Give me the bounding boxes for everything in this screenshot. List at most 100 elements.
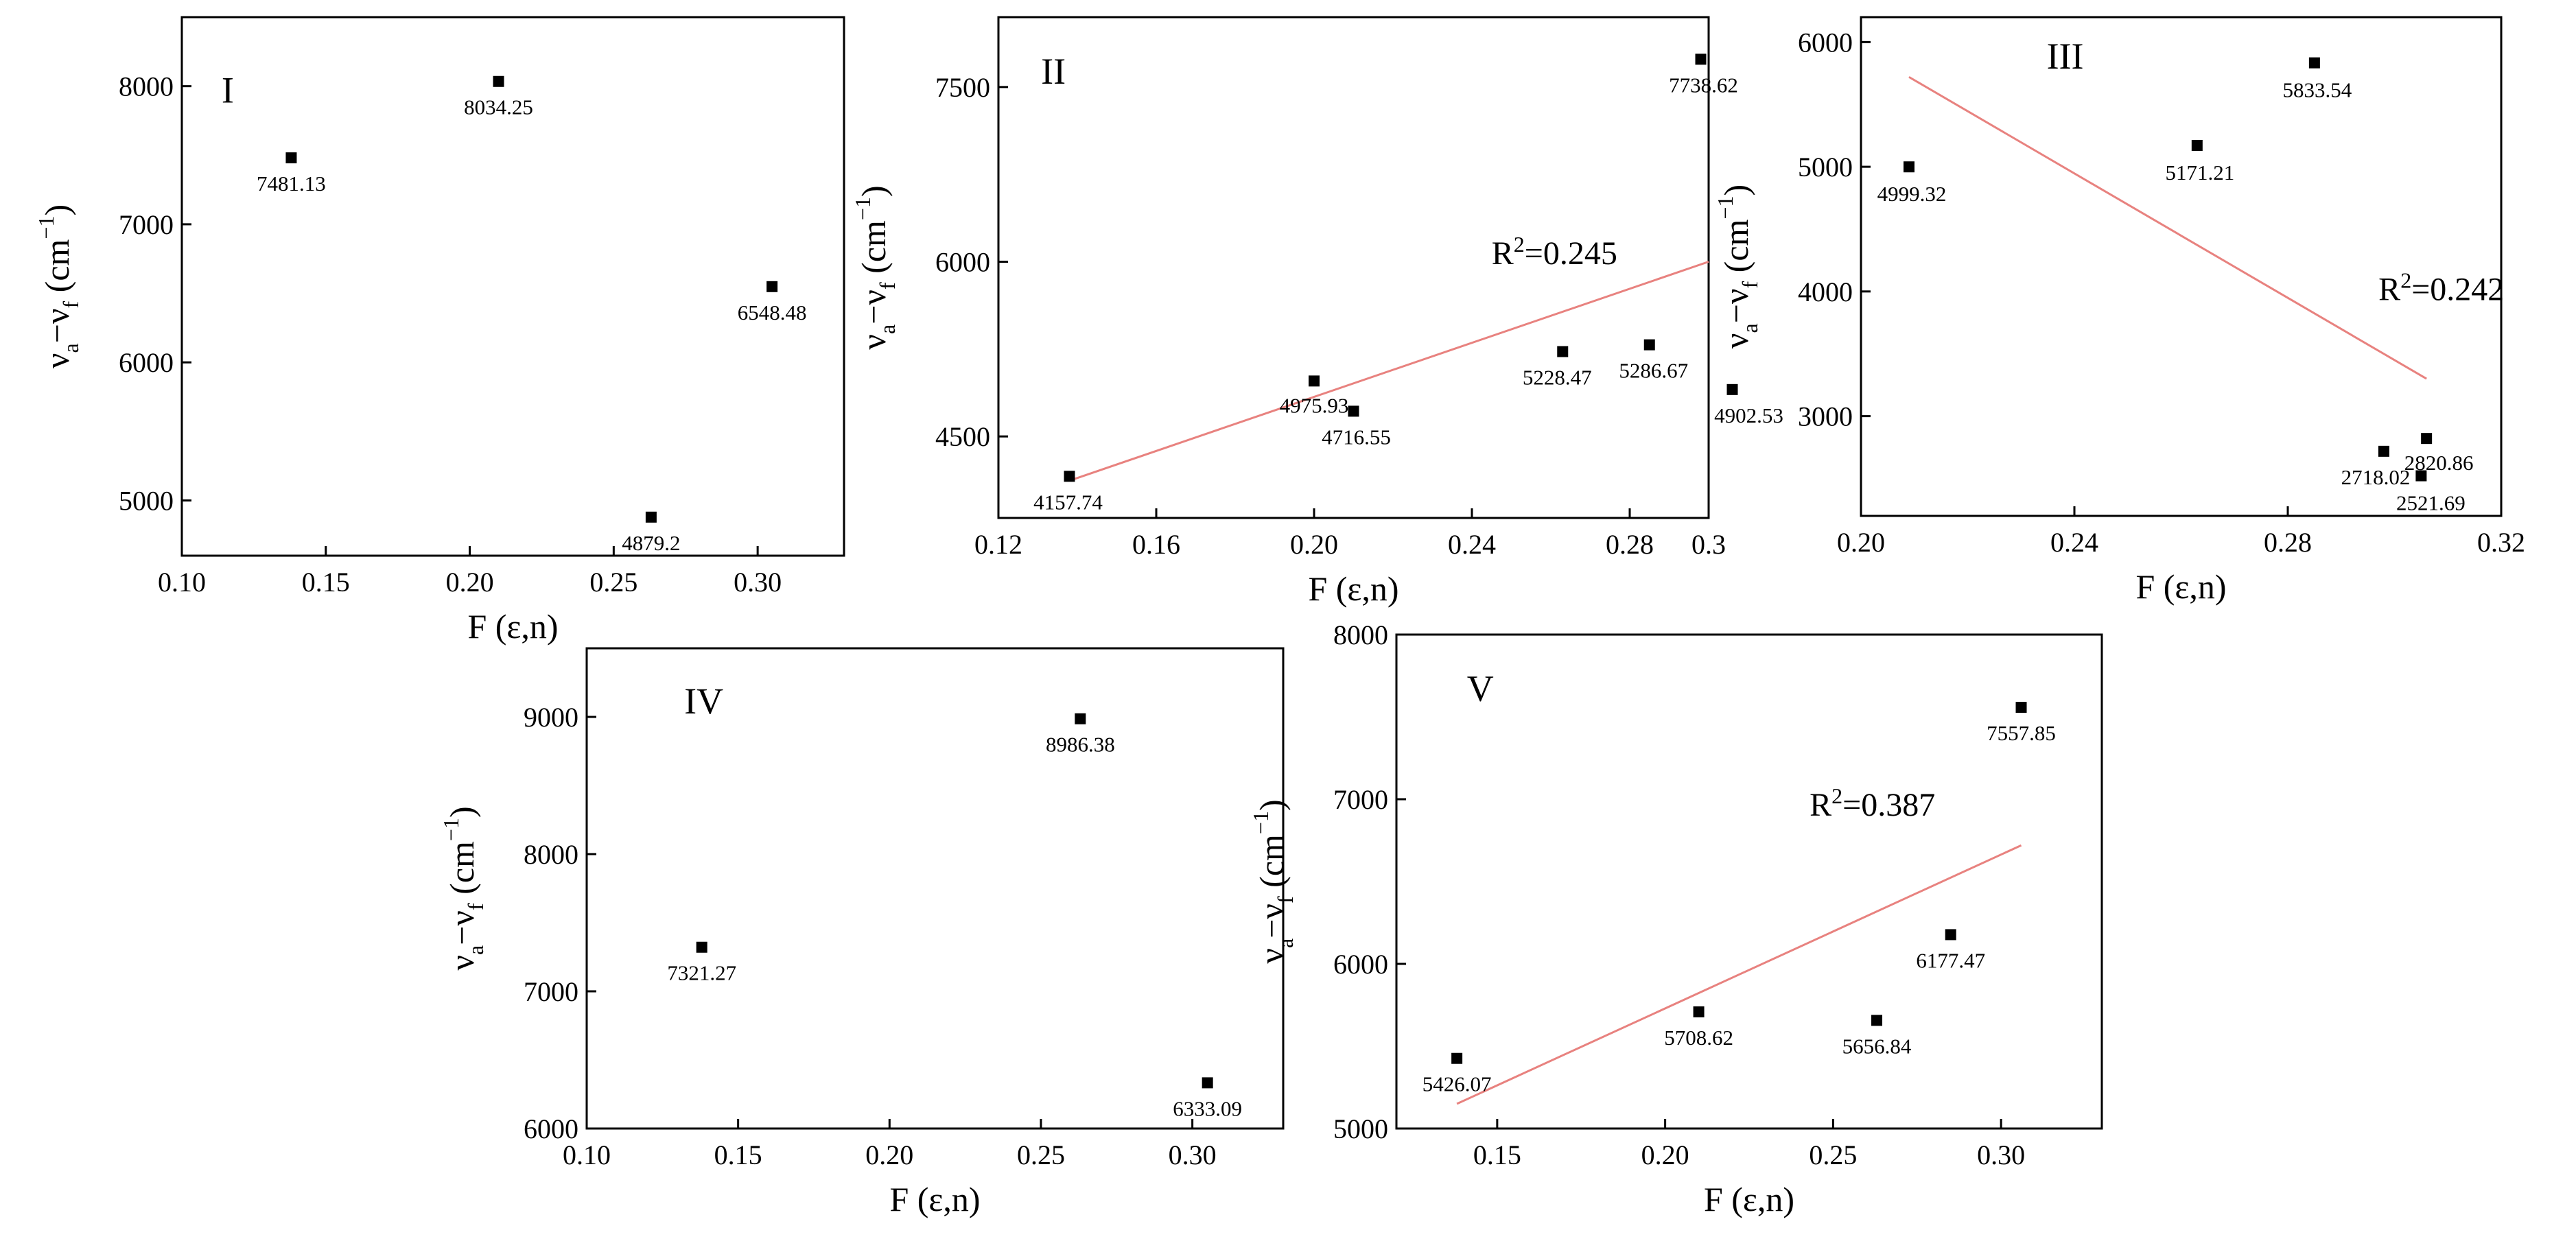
x-tick-label: 0.24 — [1448, 529, 1496, 560]
y-tick-label: 6000 — [935, 247, 990, 278]
x-axis-title: F (ε,n) — [1308, 569, 1398, 608]
data-point — [766, 281, 778, 292]
panel-label: V — [1467, 668, 1494, 709]
y-tick-label: 6000 — [1333, 949, 1388, 980]
data-point-label: 7557.85 — [1987, 721, 2056, 745]
x-tick-label: 0.30 — [734, 567, 782, 598]
data-point-label: 5708.62 — [1664, 1026, 1733, 1050]
data-point — [285, 152, 297, 164]
data-point-label: 2820.86 — [2404, 451, 2474, 475]
data-point — [696, 941, 707, 953]
x-tick-label: 0.15 — [302, 567, 350, 598]
x-tick-label: 0.25 — [589, 567, 637, 598]
data-point — [1643, 339, 1655, 351]
data-point — [1202, 1077, 1213, 1089]
plot-frame — [997, 16, 1710, 519]
data-point — [645, 511, 657, 523]
data-point-label: 8034.25 — [464, 95, 533, 119]
r-squared-label: R2=0.242 — [2378, 268, 2504, 308]
data-point — [1348, 405, 1359, 417]
y-tick-label: 5000 — [1798, 152, 1853, 182]
data-point — [1726, 383, 1738, 395]
panel-III: 0.20 0.24 0.28 0.32 3000 4000 5000 6000 F (ε,n) ν… — [1713, 16, 2525, 606]
panel-I: 0.10 0.15 0.20 0.25 0.30 5000 6000 7000 8000 F (ε… — [34, 16, 845, 646]
x-tick-label: 0.25 — [1017, 1139, 1065, 1170]
panel-label: III — [2047, 36, 2084, 77]
x-axis-title: F (ε,n) — [1704, 1180, 1794, 1218]
data-point-label: 2718.02 — [2341, 465, 2411, 489]
regression-line — [1069, 261, 1709, 482]
data-point — [1695, 54, 1707, 65]
y-axis-title: νa−νf (cm−1) — [438, 806, 488, 970]
x-tick-label: 0.20 — [1837, 527, 1885, 558]
data-point-label: 7481.13 — [257, 172, 326, 196]
data-point-label: 5228.47 — [1523, 365, 1592, 389]
x-tick-label: 0.20 — [446, 567, 494, 598]
y-tick-label: 6000 — [1798, 27, 1853, 58]
x-tick-label: 0.25 — [1809, 1139, 1857, 1170]
plot-frame — [1395, 633, 2103, 1130]
x-tick-label: 0.28 — [1606, 529, 1654, 560]
data-point-label: 4716.55 — [1322, 425, 1391, 449]
y-tick-label: 8000 — [119, 71, 174, 102]
data-point — [1451, 1052, 1463, 1064]
x-tick-label: 0.15 — [714, 1139, 762, 1170]
y-axis-title: νa−νf (cm−1) — [34, 204, 83, 368]
panel-label: I — [222, 70, 234, 111]
x-tick-label: 0.10 — [158, 567, 206, 598]
x-tick-label: 0.20 — [1641, 1139, 1689, 1170]
plot-frame — [180, 16, 845, 557]
data-point-label: 4157.74 — [1033, 490, 1103, 514]
data-point-label: 5426.07 — [1422, 1072, 1492, 1096]
y-tick-label: 7000 — [119, 209, 174, 240]
data-point-label: 5286.67 — [1619, 359, 1688, 383]
panel-IV: 0.10 0.15 0.20 0.25 0.30 6000 7000 8000 9000 F (ε… — [438, 647, 1285, 1218]
x-tick-label: 0.16 — [1132, 529, 1180, 560]
y-tick-label: 3000 — [1798, 401, 1853, 432]
y-tick-label: 5000 — [1333, 1113, 1388, 1144]
panels-group: 0.10 0.15 0.20 0.25 0.30 5000 6000 7000 8000 F (ε… — [34, 16, 2525, 1218]
y-tick-label: 6000 — [524, 1113, 578, 1144]
data-point — [493, 75, 504, 87]
panel-V: 0.15 0.20 0.25 0.30 5000 6000 7000 8000 F (ε,n) ν… — [1248, 619, 2103, 1218]
panel-label: II — [1041, 51, 1066, 92]
x-tick-label: 0.12 — [974, 529, 1022, 560]
x-tick-label: 0.3 — [1691, 529, 1726, 560]
y-axis-title: νa−νf (cm−1) — [1248, 799, 1298, 963]
x-tick-label: 0.15 — [1473, 1139, 1521, 1170]
x-tick-label: 0.20 — [1290, 529, 1338, 560]
data-point-label: 4902.53 — [1714, 403, 1783, 427]
data-point — [1693, 1006, 1705, 1017]
panel-II: 0.12 0.16 0.20 0.24 0.28 0.3 4500 6000 7500 F (ε,… — [850, 16, 1783, 608]
y-axis-title: νa−νf (cm−1) — [850, 185, 900, 349]
data-point-label: 6548.48 — [738, 300, 807, 324]
data-point-label: 8986.38 — [1046, 733, 1115, 757]
x-tick-label: 0.28 — [2264, 527, 2312, 558]
regression-line — [1456, 844, 2022, 1105]
y-tick-label: 4500 — [935, 421, 990, 452]
y-tick-label: 5000 — [119, 485, 174, 516]
data-point — [1903, 161, 1915, 173]
data-point — [2378, 445, 2389, 457]
y-tick-label: 7000 — [524, 976, 578, 1007]
data-point-label: 7738.62 — [1669, 73, 1738, 97]
x-tick-label: 0.30 — [1977, 1139, 2025, 1170]
data-point-label: 6333.09 — [1173, 1096, 1242, 1120]
x-axis-title: F (ε,n) — [2135, 567, 2226, 606]
data-point — [1557, 346, 1569, 357]
y-axis-title: νa−νf (cm−1) — [1713, 185, 1762, 349]
r-squared-label: R2=0.245 — [1492, 232, 1617, 272]
plot-frame — [1860, 16, 2503, 517]
r-squared-label: R2=0.387 — [1810, 783, 1935, 823]
data-point-label: 7321.27 — [667, 961, 736, 985]
x-tick-label: 0.24 — [2050, 527, 2098, 558]
data-point-label: 5656.84 — [1842, 1034, 1912, 1058]
data-point — [2015, 702, 2027, 713]
data-point-label: 6177.47 — [1916, 948, 1985, 972]
data-point — [2415, 470, 2427, 482]
data-point-label: 2521.69 — [2396, 491, 2466, 515]
y-tick-label: 7500 — [935, 72, 990, 103]
data-point — [1945, 929, 1956, 941]
